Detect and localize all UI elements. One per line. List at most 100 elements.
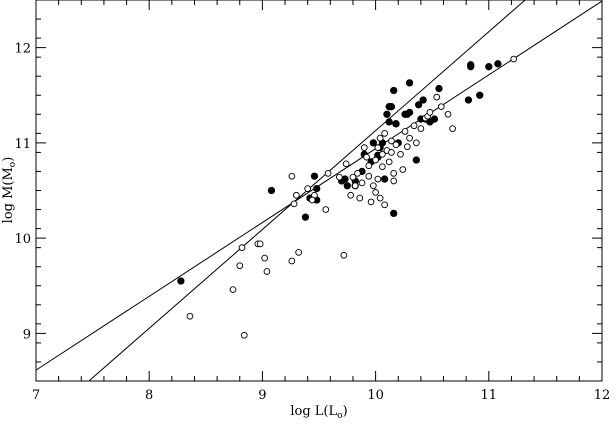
open-point — [510, 55, 518, 63]
filled-point — [341, 175, 349, 183]
open-point — [390, 177, 398, 185]
open-point — [363, 153, 370, 161]
open-point — [240, 331, 248, 339]
open-point — [360, 144, 368, 151]
x-tick-label: 11 — [481, 388, 498, 403]
open-point — [342, 160, 350, 168]
y-tick-label: 10 — [14, 232, 31, 247]
filled-point — [310, 172, 319, 180]
filled-point — [430, 115, 439, 123]
open-point — [308, 196, 316, 204]
open-point — [365, 162, 373, 170]
filled-point — [381, 175, 389, 183]
filled-point — [405, 79, 414, 87]
open-point — [401, 128, 409, 135]
x-tick-label: 10 — [367, 388, 384, 403]
filled-point — [464, 96, 473, 104]
y-tick-label: 12 — [14, 42, 31, 57]
x-axis-label: log L(Lo) — [290, 404, 347, 421]
open-point — [236, 262, 244, 270]
open-point — [376, 194, 384, 202]
filled-point — [385, 118, 393, 126]
filled-point — [313, 184, 321, 193]
open-point — [340, 251, 348, 259]
x-tick-label: 9 — [258, 388, 266, 403]
open-point — [229, 286, 237, 293]
open-point — [369, 182, 377, 190]
open-point — [295, 249, 302, 256]
open-point — [444, 110, 452, 118]
open-point — [374, 175, 382, 183]
open-point — [410, 122, 418, 130]
open-point — [324, 170, 332, 177]
filled-point — [405, 108, 414, 117]
filled-point — [369, 139, 377, 147]
open-point — [256, 240, 264, 248]
open-point — [426, 109, 434, 116]
open-point — [351, 182, 359, 190]
filled-point — [476, 91, 484, 99]
open-point — [288, 257, 296, 265]
open-point — [376, 134, 384, 142]
filled-point — [467, 61, 475, 69]
x-tick-label: 8 — [145, 388, 153, 403]
filled-point — [390, 86, 398, 95]
data-points — [177, 55, 518, 339]
filled-point — [435, 84, 443, 93]
open-point — [406, 134, 413, 142]
x-tick-label: 7 — [32, 388, 40, 403]
filled-point — [494, 60, 502, 68]
filled-point — [392, 120, 400, 128]
filled-point — [177, 277, 185, 285]
open-point — [413, 139, 420, 147]
open-point — [403, 143, 411, 151]
open-point — [379, 150, 386, 158]
open-point — [449, 125, 456, 132]
open-point — [433, 93, 441, 101]
x-tick-label: 12 — [594, 388, 611, 403]
open-point — [263, 268, 271, 275]
y-tick-label: 9 — [23, 327, 31, 342]
filled-point — [267, 186, 276, 195]
filled-point — [383, 110, 391, 118]
open-point — [356, 194, 364, 202]
open-point — [336, 173, 343, 181]
open-point — [367, 198, 375, 206]
open-point — [322, 206, 330, 213]
open-point — [388, 149, 395, 156]
filled-point — [390, 209, 398, 218]
open-point — [372, 189, 379, 196]
open-point — [347, 191, 355, 199]
open-point — [261, 254, 269, 262]
open-point — [186, 312, 194, 320]
open-point — [397, 150, 404, 158]
y-axis-label: log M(Mo) — [1, 157, 18, 224]
fit-line-2 — [35, 0, 603, 371]
open-point — [392, 141, 400, 149]
open-point — [354, 170, 361, 177]
filled-point — [387, 103, 396, 111]
filled-point — [419, 96, 427, 104]
open-point — [372, 156, 379, 164]
open-point — [437, 103, 445, 111]
open-point — [381, 130, 389, 137]
filled-point — [414, 101, 423, 109]
open-point — [379, 163, 386, 171]
open-point — [238, 244, 246, 252]
filled-point — [485, 63, 493, 71]
filled-point — [301, 213, 310, 221]
open-point — [381, 201, 389, 209]
open-point — [388, 137, 395, 145]
filled-point — [343, 182, 351, 190]
filled-point — [412, 156, 421, 164]
axis-ticks — [35, 0, 603, 382]
open-point — [288, 172, 296, 180]
y-tick-label: 11 — [14, 137, 31, 152]
open-point — [293, 191, 300, 199]
open-point — [290, 200, 298, 208]
open-point — [304, 185, 312, 192]
open-point — [390, 170, 398, 177]
open-point — [358, 179, 366, 187]
open-point — [399, 166, 407, 173]
open-point — [349, 173, 357, 181]
